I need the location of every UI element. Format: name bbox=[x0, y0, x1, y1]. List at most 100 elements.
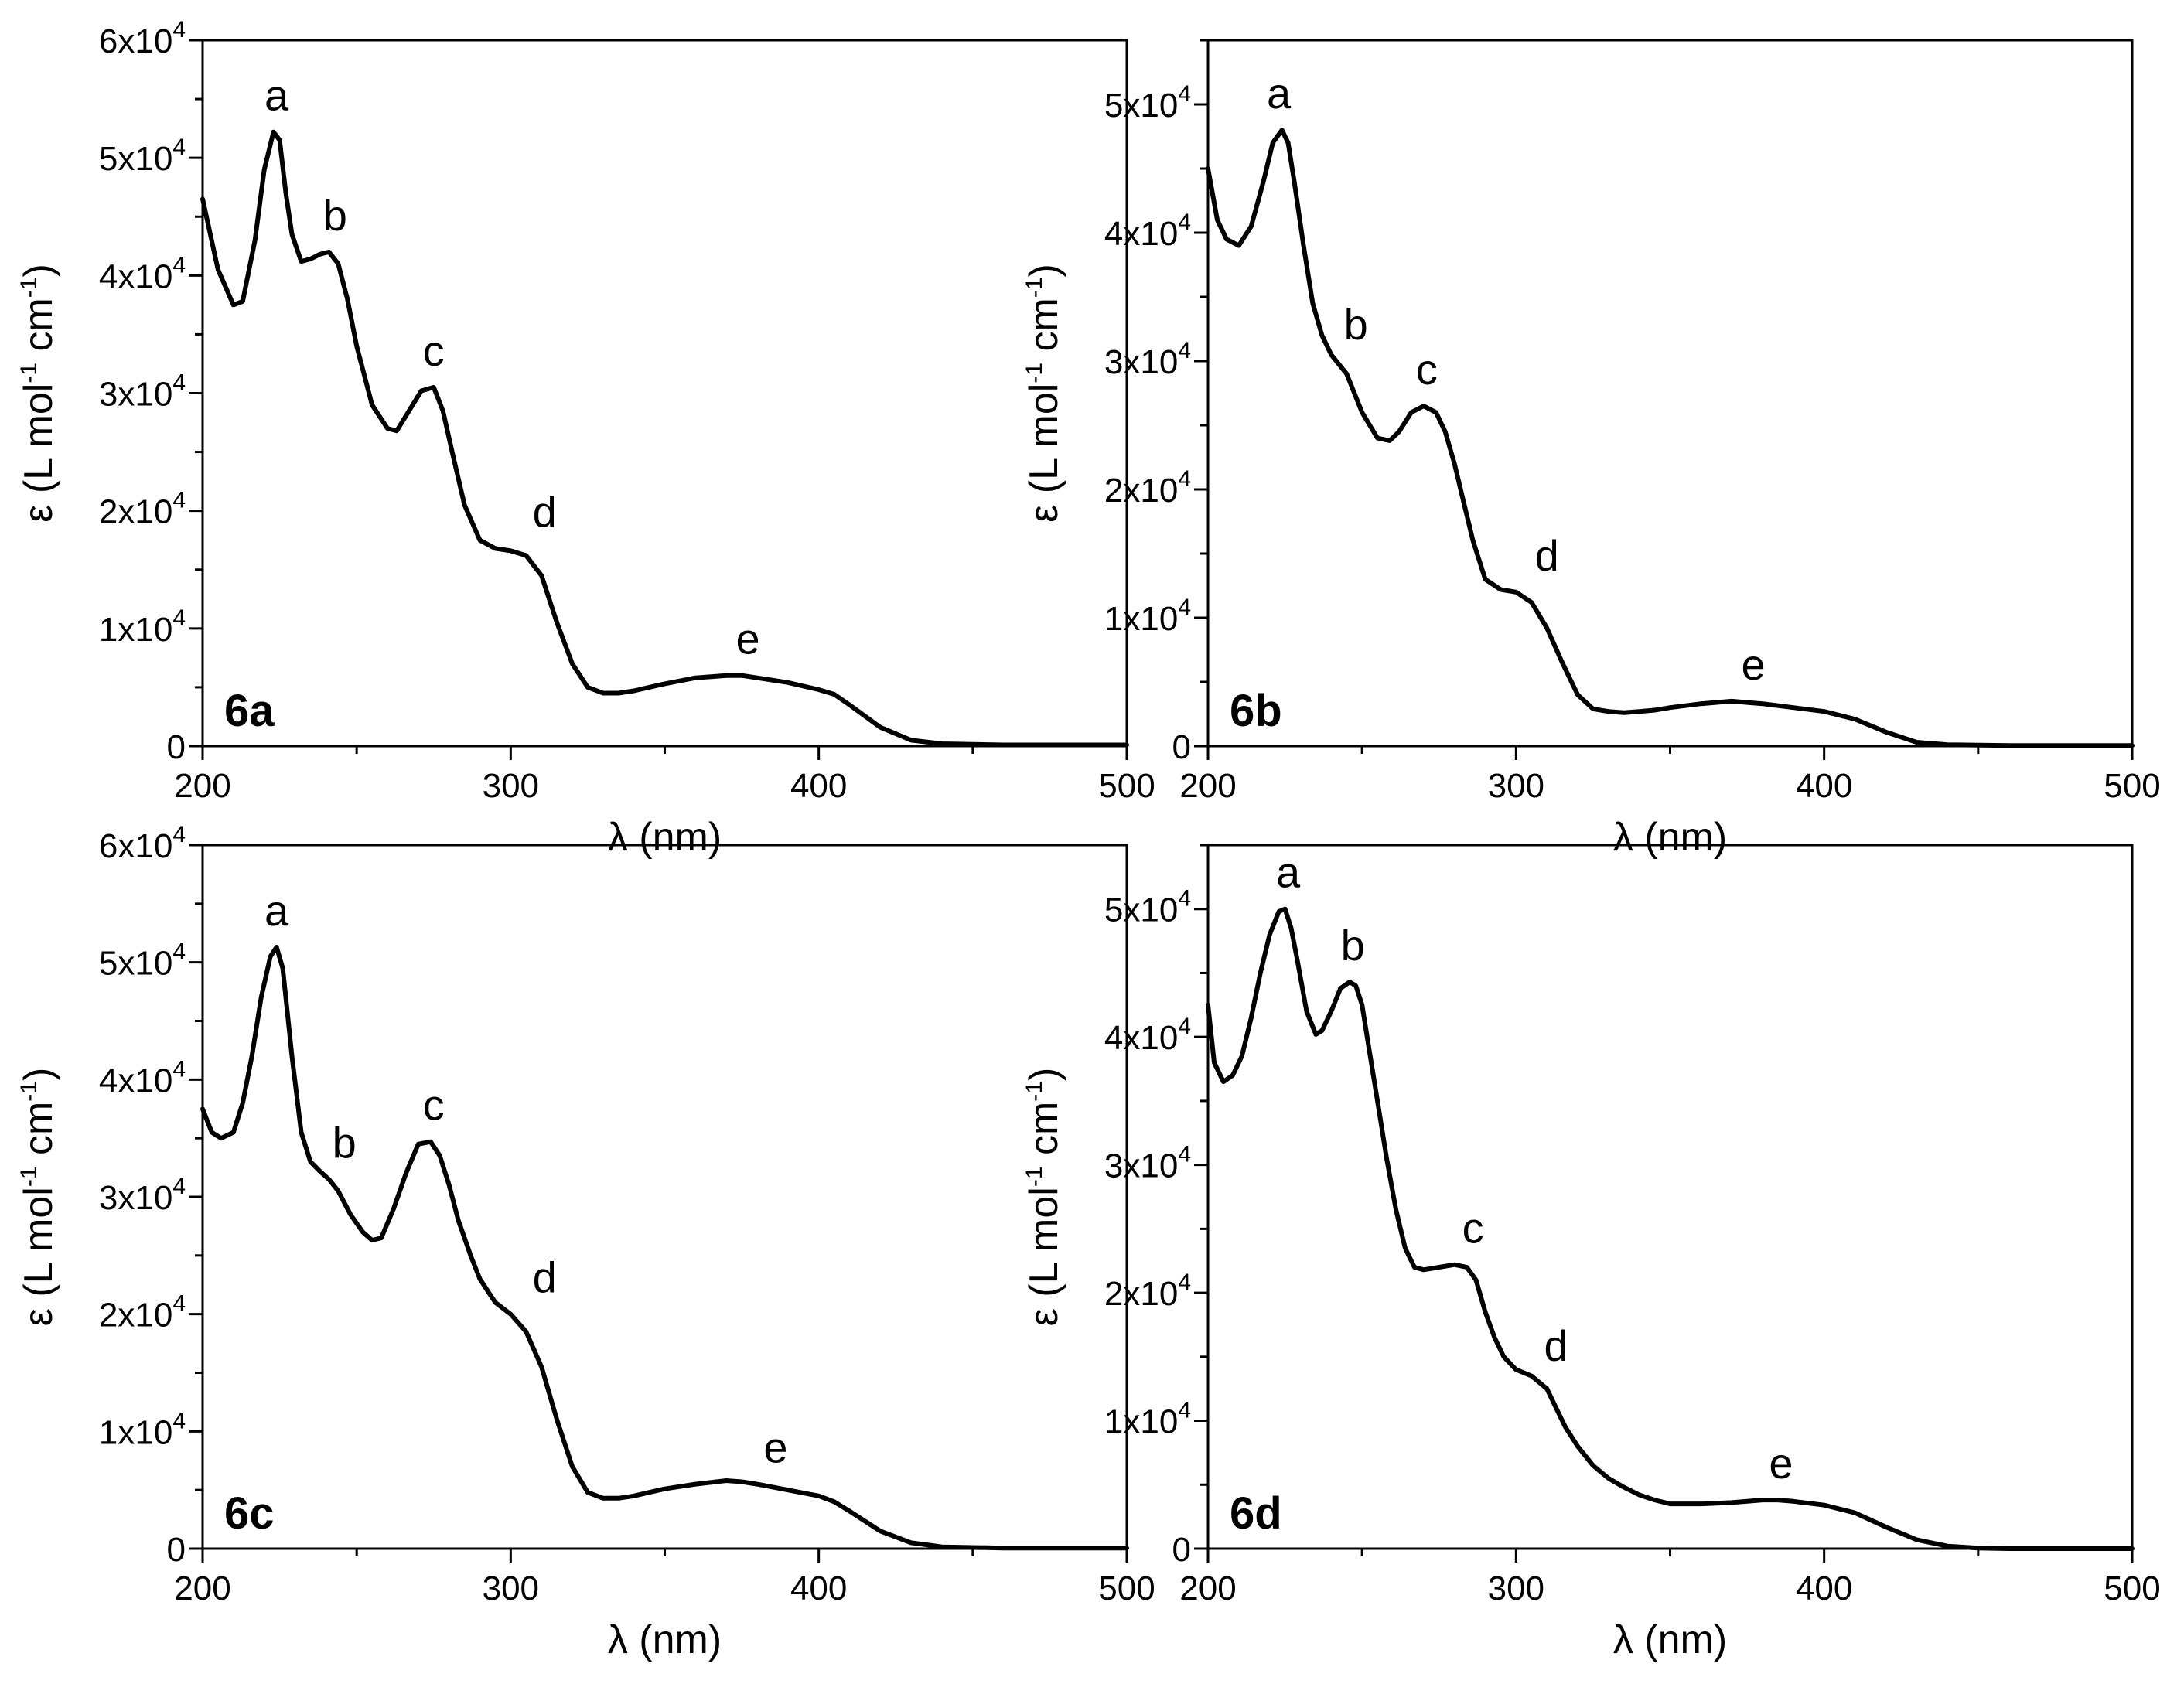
peak-label-e: e bbox=[1769, 1439, 1793, 1488]
y-tick-mantissa: 0 bbox=[167, 728, 186, 766]
y-tick-exponent: 4 bbox=[1178, 81, 1191, 107]
y-tick-mantissa: 4x10 bbox=[99, 257, 172, 295]
x-tick-label: 400 bbox=[790, 767, 847, 805]
x-tick-label: 300 bbox=[1488, 767, 1544, 805]
y-axis-title-exponent: -1 bbox=[16, 278, 42, 298]
y-tick-mantissa: 5x10 bbox=[99, 140, 172, 178]
peak-label-a: a bbox=[264, 886, 289, 935]
y-tick-exponent: 4 bbox=[172, 135, 186, 160]
y-tick-label: 2x104 bbox=[1104, 1270, 1191, 1313]
y-tick-mantissa: 1x10 bbox=[1104, 1403, 1178, 1441]
y-tick-exponent: 4 bbox=[172, 939, 186, 965]
x-axis-title: λ (nm) bbox=[1613, 815, 1727, 860]
spectrum-line-6a bbox=[200, 129, 1129, 748]
peak-label-a: a bbox=[1267, 69, 1292, 118]
peak-label-d: d bbox=[533, 487, 557, 536]
y-tick-mantissa: 3x10 bbox=[1104, 343, 1178, 381]
panel-6d: 200 300 400 50001x1042x1043x1044x1045x104λ … bbox=[1022, 844, 2161, 1662]
y-tick-mantissa: 2x10 bbox=[1104, 472, 1178, 510]
y-tick-mantissa: 1x10 bbox=[99, 611, 172, 649]
panel-label: 6c bbox=[224, 1488, 275, 1539]
peak-label-c: c bbox=[423, 326, 445, 375]
x-tick-label: 200 bbox=[1179, 767, 1236, 805]
y-axis-title-exponent: -1 bbox=[1022, 278, 1047, 298]
spectrum-line-6b bbox=[1206, 128, 2135, 748]
y-axis-title-exponent: -1 bbox=[1022, 363, 1047, 383]
y-tick-label: 5x104 bbox=[1104, 81, 1191, 124]
y-axis-title-part: ) bbox=[16, 1068, 61, 1081]
y-tick-exponent: 4 bbox=[1178, 210, 1191, 235]
peak-label-a: a bbox=[264, 71, 289, 120]
y-tick-label: 5x104 bbox=[99, 135, 186, 178]
y-tick-label: 2x104 bbox=[99, 488, 186, 531]
y-tick-exponent: 4 bbox=[172, 605, 186, 631]
peak-label-b: b bbox=[323, 191, 347, 240]
y-tick-exponent: 4 bbox=[172, 822, 186, 847]
y-tick-exponent: 4 bbox=[172, 1174, 186, 1199]
y-tick-mantissa: 6x10 bbox=[99, 22, 172, 60]
x-axis-title: λ (nm) bbox=[608, 815, 722, 860]
y-tick-mantissa: 2x10 bbox=[99, 493, 172, 531]
x-tick-label: 500 bbox=[1098, 767, 1155, 805]
y-tick-exponent: 4 bbox=[172, 488, 186, 513]
y-tick-mantissa: 5x10 bbox=[99, 945, 172, 983]
panel-6a: 200 300 400 50001x1042x1043x1044x1045x1046x… bbox=[16, 17, 1155, 860]
y-tick-label: 5x104 bbox=[1104, 886, 1191, 929]
y-tick-mantissa: 2x10 bbox=[99, 1297, 172, 1334]
peak-label-b: b bbox=[1341, 921, 1365, 970]
y-tick-exponent: 4 bbox=[1178, 1014, 1191, 1039]
y-tick-mantissa: 4x10 bbox=[99, 1062, 172, 1099]
y-axis-title: ε (L mol-1 cm-1) bbox=[1022, 1068, 1066, 1327]
y-tick-label: 6x104 bbox=[99, 822, 186, 865]
y-axis-title-exponent: -1 bbox=[1022, 1166, 1047, 1187]
x-tick-label: 400 bbox=[1796, 767, 1852, 805]
y-tick-label: 0 bbox=[167, 728, 186, 766]
x-tick-label: 200 bbox=[174, 1570, 230, 1607]
y-tick-label: 0 bbox=[1172, 728, 1191, 766]
x-tick-label: 400 bbox=[790, 1570, 847, 1607]
y-tick-label: 1x104 bbox=[99, 1408, 186, 1451]
y-tick-mantissa: 1x10 bbox=[99, 1413, 172, 1451]
y-tick-label: 1x104 bbox=[1104, 595, 1191, 638]
x-tick-label: 400 bbox=[1796, 1570, 1852, 1607]
x-tick-label: 300 bbox=[483, 767, 539, 805]
y-tick-exponent: 4 bbox=[1178, 1398, 1191, 1423]
y-axis-title-exponent: -1 bbox=[16, 1081, 42, 1102]
y-tick-mantissa: 2x10 bbox=[1104, 1275, 1178, 1313]
y-tick-label: 0 bbox=[1172, 1531, 1191, 1569]
y-axis-title-part: cm bbox=[1022, 298, 1066, 363]
y-axis-title-part: cm bbox=[16, 1102, 61, 1167]
y-tick-mantissa: 3x10 bbox=[1104, 1147, 1178, 1185]
y-axis-title-part: cm bbox=[1022, 1102, 1066, 1167]
peak-label-d: d bbox=[1544, 1321, 1568, 1370]
y-tick-mantissa: 0 bbox=[167, 1531, 186, 1569]
x-tick-label: 500 bbox=[1098, 1570, 1155, 1607]
y-tick-label: 0 bbox=[167, 1531, 186, 1569]
plot-frame bbox=[1206, 39, 2134, 748]
peak-label-b: b bbox=[333, 1118, 357, 1167]
y-tick-exponent: 4 bbox=[172, 1056, 186, 1082]
y-axis-title: ε (L mol-1 cm-1) bbox=[16, 264, 61, 523]
peak-label-a: a bbox=[1276, 848, 1301, 897]
peak-label-e: e bbox=[763, 1423, 787, 1472]
y-tick-label: 1x104 bbox=[99, 605, 186, 649]
peak-label-e: e bbox=[1741, 640, 1765, 689]
x-axis-title: λ (nm) bbox=[1613, 1617, 1727, 1662]
y-tick-exponent: 4 bbox=[1178, 886, 1191, 912]
panel-label: 6d bbox=[1230, 1488, 1282, 1539]
y-tick-mantissa: 3x10 bbox=[99, 376, 172, 414]
panel-label: 6a bbox=[224, 686, 275, 736]
spectrum-line-6c bbox=[200, 945, 1129, 1551]
peak-label-e: e bbox=[735, 615, 759, 663]
x-tick-label: 200 bbox=[1179, 1570, 1236, 1607]
y-tick-label: 3x104 bbox=[1104, 1142, 1191, 1185]
panel-label: 6b bbox=[1230, 686, 1282, 736]
y-tick-exponent: 4 bbox=[1178, 1270, 1191, 1295]
y-axis-title-exponent: -1 bbox=[16, 1166, 42, 1187]
y-tick-exponent: 4 bbox=[1178, 1142, 1191, 1167]
peak-label-d: d bbox=[1535, 531, 1559, 580]
y-tick-label: 4x104 bbox=[99, 1056, 186, 1099]
y-tick-label: 4x104 bbox=[1104, 1014, 1191, 1057]
y-tick-mantissa: 5x10 bbox=[1104, 891, 1178, 929]
y-tick-mantissa: 3x10 bbox=[99, 1179, 172, 1217]
